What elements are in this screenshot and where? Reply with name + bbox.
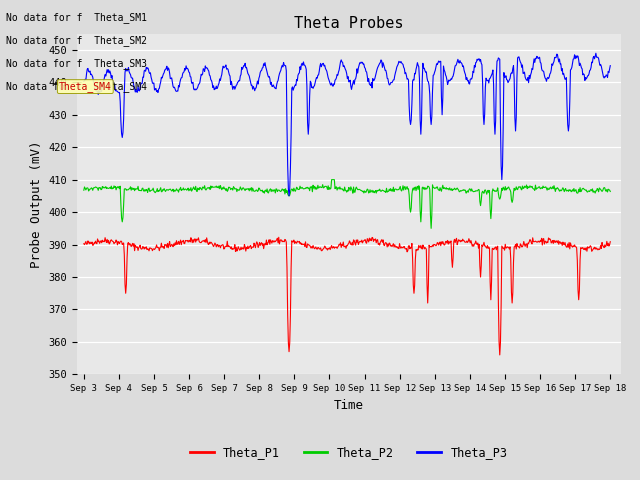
Text: No data for f  Theta_SM1: No data for f Theta_SM1 <box>6 12 147 23</box>
Text: No data for f  Theta_SM4: No data for f Theta_SM4 <box>6 81 147 92</box>
X-axis label: Time: Time <box>334 399 364 412</box>
Text: No data for f  Theta_SM2: No data for f Theta_SM2 <box>6 35 147 46</box>
Title: Theta Probes: Theta Probes <box>294 16 404 31</box>
Y-axis label: Probe Output (mV): Probe Output (mV) <box>30 140 43 268</box>
Legend: Theta_P1, Theta_P2, Theta_P3: Theta_P1, Theta_P2, Theta_P3 <box>186 442 512 464</box>
Text: Theta_SM4: Theta_SM4 <box>59 81 112 92</box>
Text: No data for f  Theta_SM3: No data for f Theta_SM3 <box>6 58 147 69</box>
